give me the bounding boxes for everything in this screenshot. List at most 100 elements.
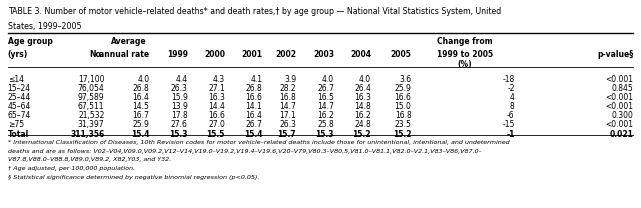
Text: 15.2: 15.2 (353, 130, 371, 139)
Text: 27.6: 27.6 (171, 120, 188, 129)
Text: 14.7: 14.7 (317, 102, 334, 111)
Text: Age group: Age group (8, 37, 53, 46)
Text: Total: Total (8, 130, 29, 139)
Text: 4: 4 (510, 93, 515, 102)
Text: 15–24: 15–24 (8, 84, 31, 93)
Text: 25.8: 25.8 (317, 120, 334, 129)
Text: -15: -15 (503, 120, 515, 129)
Text: 16.6: 16.6 (395, 93, 412, 102)
Text: <0.001: <0.001 (605, 120, 633, 129)
Text: 0.021: 0.021 (610, 130, 633, 139)
Text: 65–74: 65–74 (8, 111, 31, 120)
Text: (%): (%) (458, 60, 472, 69)
Text: States, 1999–2005: States, 1999–2005 (8, 22, 81, 31)
Text: 3.9: 3.9 (284, 75, 296, 84)
Text: 311,356: 311,356 (71, 130, 104, 139)
Text: 16.8: 16.8 (279, 93, 296, 102)
Text: 0.300: 0.300 (612, 111, 633, 120)
Text: 26.4: 26.4 (354, 84, 371, 93)
Text: 21,532: 21,532 (78, 111, 104, 120)
Text: 27.0: 27.0 (208, 120, 225, 129)
Text: Change from: Change from (437, 37, 493, 46)
Text: 2003: 2003 (313, 50, 334, 58)
Text: 15.4: 15.4 (131, 130, 149, 139)
Text: p-value§: p-value§ (597, 50, 633, 58)
Text: No.: No. (90, 50, 104, 58)
Text: 16.2: 16.2 (317, 111, 334, 120)
Text: <0.001: <0.001 (605, 93, 633, 102)
Text: 2001: 2001 (241, 50, 262, 58)
Text: 16.6: 16.6 (208, 111, 225, 120)
Text: annual rate: annual rate (99, 50, 149, 58)
Text: -18: -18 (503, 75, 515, 84)
Text: TABLE 3. Number of motor vehicle–related deaths* and death rates,† by age group : TABLE 3. Number of motor vehicle–related… (8, 7, 501, 16)
Text: 24.8: 24.8 (354, 120, 371, 129)
Text: 26.3: 26.3 (279, 120, 296, 129)
Text: 16.6: 16.6 (246, 93, 262, 102)
Text: 15.9: 15.9 (171, 93, 188, 102)
Text: 4.4: 4.4 (176, 75, 188, 84)
Text: 1999 to 2005: 1999 to 2005 (437, 50, 493, 58)
Text: 14.1: 14.1 (246, 102, 262, 111)
Text: 4.0: 4.0 (322, 75, 334, 84)
Text: 13.9: 13.9 (171, 102, 188, 111)
Text: ≤14: ≤14 (8, 75, 24, 84)
Text: 2002: 2002 (275, 50, 296, 58)
Text: 67,511: 67,511 (78, 102, 104, 111)
Text: 76,054: 76,054 (78, 84, 104, 93)
Text: 16.2: 16.2 (354, 111, 371, 120)
Text: 14.4: 14.4 (208, 102, 225, 111)
Text: 15.4: 15.4 (244, 130, 262, 139)
Text: 28.2: 28.2 (279, 84, 296, 93)
Text: ≥75: ≥75 (8, 120, 24, 129)
Text: -6: -6 (507, 111, 515, 120)
Text: 26.8: 26.8 (246, 84, 262, 93)
Text: 14.7: 14.7 (279, 102, 296, 111)
Text: 15.5: 15.5 (206, 130, 225, 139)
Text: 2000: 2000 (204, 50, 225, 58)
Text: 2005: 2005 (390, 50, 412, 58)
Text: 4.1: 4.1 (250, 75, 262, 84)
Text: 45–64: 45–64 (8, 102, 31, 111)
Text: 16.7: 16.7 (133, 111, 149, 120)
Text: * International Classification of Diseases, 10th Revision codes for motor vehicl: * International Classification of Diseas… (8, 140, 510, 145)
Text: 27.1: 27.1 (208, 84, 225, 93)
Text: 4.0: 4.0 (359, 75, 371, 84)
Text: 1999: 1999 (167, 50, 188, 58)
Text: 4.3: 4.3 (213, 75, 225, 84)
Text: 26.7: 26.7 (317, 84, 334, 93)
Text: 17,100: 17,100 (78, 75, 104, 84)
Text: 15.3: 15.3 (315, 130, 334, 139)
Text: 16.8: 16.8 (395, 111, 412, 120)
Text: 16.3: 16.3 (354, 93, 371, 102)
Text: Average: Average (111, 37, 146, 46)
Text: 16.4: 16.4 (246, 111, 262, 120)
Text: (yrs): (yrs) (8, 50, 28, 58)
Text: 15.7: 15.7 (278, 130, 296, 139)
Text: 17.1: 17.1 (279, 111, 296, 120)
Text: 17.8: 17.8 (171, 111, 188, 120)
Text: § Statistical significance determined by negative binomial regression (p<0.05).: § Statistical significance determined by… (8, 175, 259, 180)
Text: 31,397: 31,397 (78, 120, 104, 129)
Text: 16.4: 16.4 (133, 93, 149, 102)
Text: <0.001: <0.001 (605, 75, 633, 84)
Text: 15.3: 15.3 (169, 130, 188, 139)
Text: 26.8: 26.8 (133, 84, 149, 93)
Text: 25.9: 25.9 (395, 84, 412, 93)
Text: 8: 8 (510, 102, 515, 111)
Text: 16.3: 16.3 (208, 93, 225, 102)
Text: deaths and are as follows: V02–V04,V09.0,V09.2,V12–V14,V19.0–V19.2,V19.4–V19.6,V: deaths and are as follows: V02–V04,V09.0… (8, 149, 481, 154)
Text: 26.7: 26.7 (246, 120, 262, 129)
Text: 0.845: 0.845 (612, 84, 633, 93)
Text: 25–44: 25–44 (8, 93, 31, 102)
Text: <0.001: <0.001 (605, 102, 633, 111)
Text: † Age adjusted, per 100,000 population.: † Age adjusted, per 100,000 population. (8, 166, 135, 171)
Text: 25.9: 25.9 (133, 120, 149, 129)
Text: -1: -1 (506, 130, 515, 139)
Text: V87.8,V88.0–V88.8,V89.0,V89.2, X82,Y03, and Y32.: V87.8,V88.0–V88.8,V89.0,V89.2, X82,Y03, … (8, 157, 171, 162)
Text: 16.5: 16.5 (317, 93, 334, 102)
Text: 3.6: 3.6 (399, 75, 412, 84)
Text: 97,589: 97,589 (78, 93, 104, 102)
Text: -2: -2 (507, 84, 515, 93)
Text: 26.3: 26.3 (171, 84, 188, 93)
